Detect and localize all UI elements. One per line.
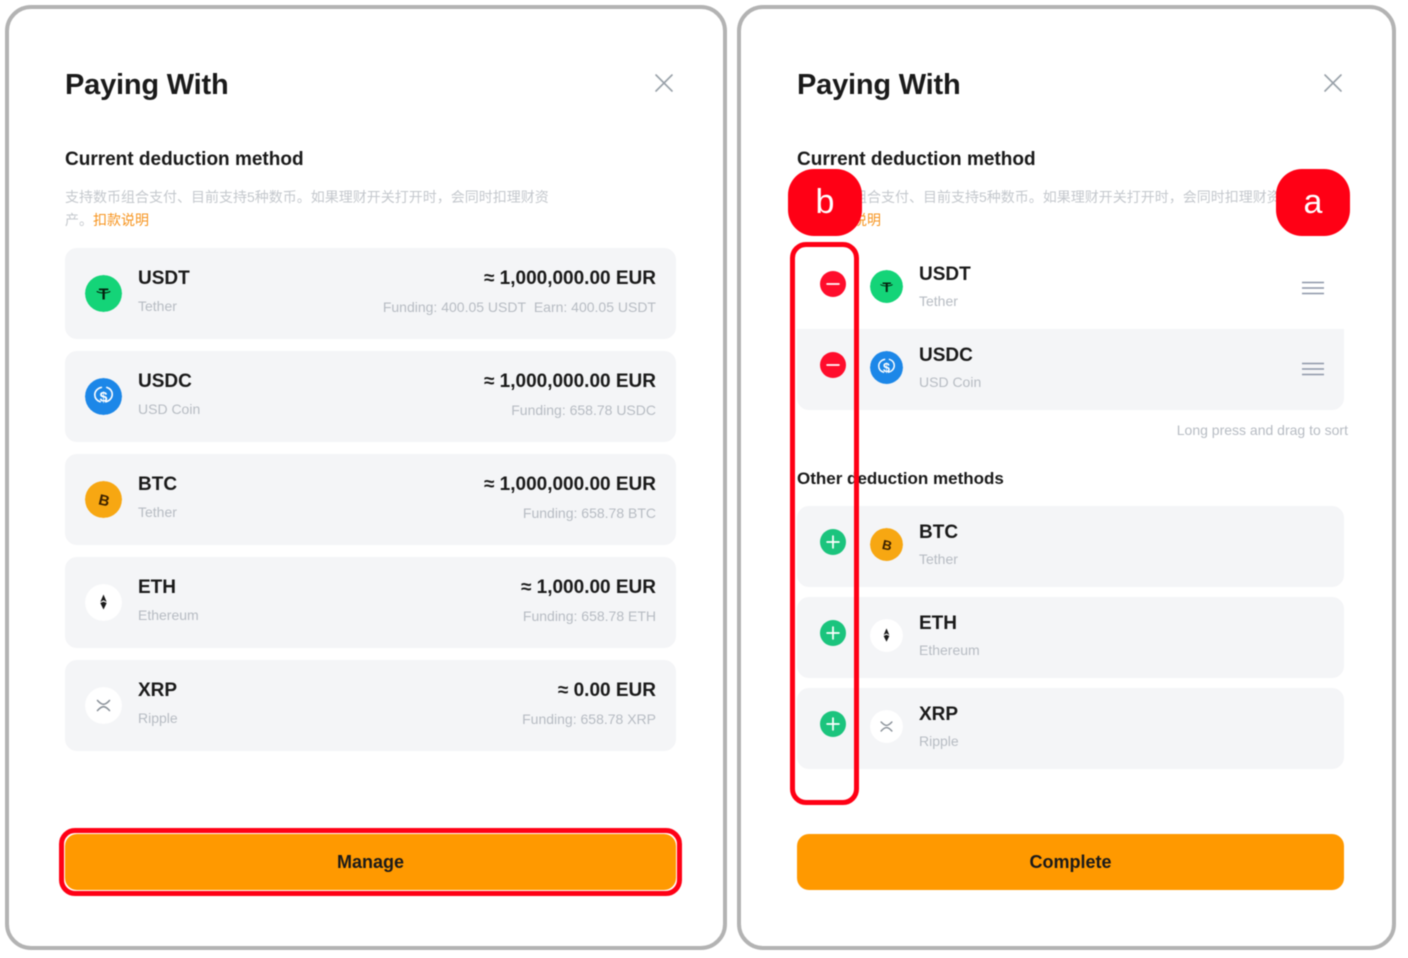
svg-text:T: T — [99, 287, 109, 304]
svg-text:T: T — [882, 280, 891, 296]
svg-text:$: $ — [883, 361, 890, 375]
svg-text:$: $ — [100, 389, 108, 405]
